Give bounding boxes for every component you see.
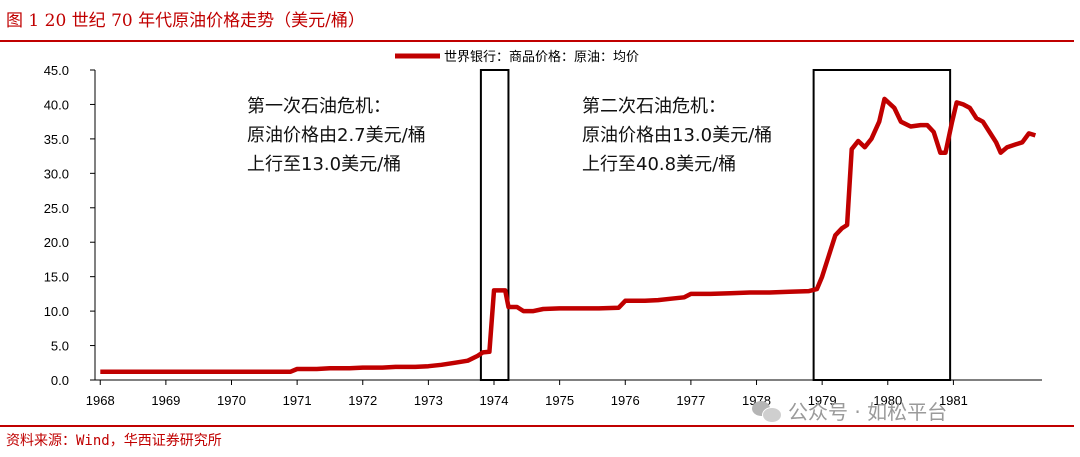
annotation-2-line-3: 上行至40.8美元/桶 xyxy=(582,154,736,175)
y-tick-label: 15.0 xyxy=(44,270,69,285)
y-tick-label: 30.0 xyxy=(44,166,69,181)
x-tick-label: 1971 xyxy=(283,393,312,408)
x-tick-label: 1977 xyxy=(676,393,705,408)
x-tick-label: 1968 xyxy=(86,393,115,408)
y-tick-label: 5.0 xyxy=(51,339,69,354)
figure-title: 图 1 20 世纪 70 年代原油价格走势（美元/桶） xyxy=(6,11,365,31)
annotation-1-line-1: 第一次石油危机： xyxy=(247,96,391,117)
oil-price-chart: 世界银行：商品价格：原油：均价 0.0 5.0 10.0 15.0 20.0 25.0 30… xyxy=(44,49,1042,408)
x-tick-label: 1976 xyxy=(611,393,640,408)
x-tick-label: 1980 xyxy=(873,393,902,408)
y-tick-label: 40.0 xyxy=(44,97,69,112)
legend: 世界银行：商品价格：原油：均价 xyxy=(395,49,639,65)
annotation-1-line-2: 原油价格由2.7美元/桶 xyxy=(247,125,426,146)
x-tick-label: 1975 xyxy=(545,393,574,408)
bottom-rule xyxy=(0,425,1074,427)
x-tick-label: 1973 xyxy=(414,393,443,408)
x-tick-label: 1969 xyxy=(151,393,180,408)
highlight-box-2 xyxy=(812,69,952,381)
y-tick-label: 25.0 xyxy=(44,201,69,216)
x-tick-label: 1970 xyxy=(217,393,246,408)
highlight-boxes xyxy=(479,69,952,381)
y-tick-label: 45.0 xyxy=(44,63,69,78)
y-tick-label: 20.0 xyxy=(44,235,69,250)
watermark-text: 公众号 · 如松平台 xyxy=(788,400,948,424)
x-tick-label: 1974 xyxy=(480,393,509,408)
y-tick-label: 35.0 xyxy=(44,132,69,147)
wechat-icon xyxy=(752,399,782,423)
annotation-2-line-1: 第二次石油危机： xyxy=(582,96,726,117)
y-tick-label: 10.0 xyxy=(44,304,69,319)
highlight-box-1 xyxy=(479,69,510,381)
y-tick-label: 0.0 xyxy=(51,373,69,388)
series-layer xyxy=(100,96,1037,374)
x-tick-label: 1979 xyxy=(808,393,837,408)
annotation-2-line-2: 原油价格由13.0美元/桶 xyxy=(582,125,772,146)
x-tick-label: 1972 xyxy=(348,393,377,408)
series-line-1 xyxy=(100,96,1037,374)
axes: 0.0 5.0 10.0 15.0 20.0 25.0 30.0 35.0 40.0 45.0 19… xyxy=(44,63,1042,408)
annotation-1-line-3: 上行至13.0美元/桶 xyxy=(247,154,401,175)
x-tick-label: 1981 xyxy=(939,393,968,408)
source-note: 资料来源：Wind，华西证券研究所 xyxy=(6,433,222,449)
legend-entry: 世界银行：商品价格：原油：均价 xyxy=(444,49,639,65)
watermark: 公众号 · 如松平台 xyxy=(752,396,947,425)
top-rule xyxy=(0,40,1074,42)
